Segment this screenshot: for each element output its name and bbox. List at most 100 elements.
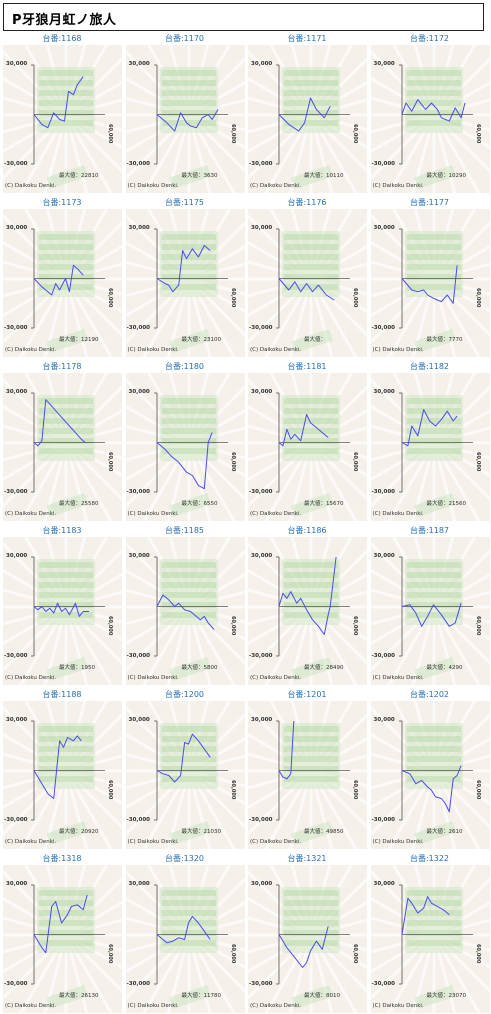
slump-graph-panel[interactable]: 30,000 -30,000 60,000 最大値：10110 (C) Daikoku … — [248, 45, 367, 193]
machine-number-link[interactable]: 台番:1201 — [287, 690, 327, 699]
machine-number-link[interactable]: 台番:1187 — [409, 526, 450, 535]
slump-graph-panel[interactable]: 30,000 -30,000 60,000 最大値：11780 (C) Daikoku … — [125, 865, 245, 1013]
copyright-text: (C) Daikoku Denki. — [372, 511, 424, 517]
max-value-prefix: 最大値： — [304, 993, 327, 999]
machine-cell[interactable]: 台番:1171 30,000 -30,000 60,000 最大値：10110 (C) D… — [247, 33, 367, 194]
slump-graph-panel[interactable]: 30,000 -30,000 60,000 最大値：23100 (C) Daikoku … — [125, 209, 245, 357]
background-art-stripe — [161, 80, 216, 86]
slump-graph-panel[interactable]: 30,000 -30,000 60,000 最大値：26130 (C) Daikoku … — [3, 865, 122, 1013]
slump-graph-panel[interactable]: 30,000 -30,000 60,000 最大値： (C) Daikoku Denki… — [248, 209, 367, 357]
slump-line — [156, 245, 211, 293]
machine-cell[interactable]: 台番:1170 30,000 -30,000 60,000 最大値：3630 (C) Da… — [125, 33, 245, 194]
machine-cell[interactable]: 台番:1178 30,000 -30,000 60,000 最大値：25580 (C) D… — [2, 361, 122, 522]
slump-graph-panel[interactable]: 30,000 -30,000 60,000 最大値：10290 (C) Daikoku … — [370, 45, 490, 193]
slump-graph-panel[interactable]: 30,000 -30,000 60,000 最大値：1950 (C) Daikoku D… — [3, 537, 122, 685]
machine-cell[interactable]: 台番:1201 30,000 -30,000 60,000 最大値：49850 (C) D… — [247, 689, 367, 850]
slump-graph-panel[interactable]: 30,000 -30,000 60,000 最大値：21030 (C) Daikoku … — [125, 701, 245, 849]
max-value-number: 8010 — [326, 993, 341, 999]
x-axis-right-label: 60,000 — [229, 123, 236, 143]
y-axis-bottom-label: -30,000 — [249, 325, 273, 331]
slump-graph-panel[interactable]: 30,000 -30,000 60,000 最大値：7770 (C) Daikoku D… — [370, 209, 490, 357]
machine-number-link[interactable]: 台番:1173 — [42, 198, 82, 207]
machine-cell[interactable]: 台番:1180 30,000 -30,000 60,000 最大値：6550 (C) Da… — [125, 361, 245, 522]
background-art-stripe — [284, 110, 338, 116]
slump-graph-svg — [125, 373, 245, 521]
machine-number-link[interactable]: 台番:1182 — [409, 362, 450, 371]
machine-cell[interactable]: 台番:1188 30,000 -30,000 60,000 最大値：20920 (C) D… — [2, 689, 122, 850]
machine-number-link[interactable]: 台番:1322 — [409, 854, 450, 863]
max-value-prefix: 最大値： — [59, 665, 82, 671]
copyright-text: (C) Daikoku Denki. — [127, 183, 179, 189]
background-art-stripe — [284, 726, 338, 732]
machine-cell[interactable]: 台番:1318 30,000 -30,000 60,000 最大値：26130 (C) D… — [2, 853, 122, 1014]
machine-cell[interactable]: 台番:1200 30,000 -30,000 60,000 最大値：21030 (C) D… — [125, 689, 245, 850]
machine-cell[interactable]: 台番:1175 30,000 -30,000 60,000 最大値：23100 (C) D… — [125, 197, 245, 358]
machine-number-link[interactable]: 台番:1321 — [287, 854, 327, 863]
slump-graph-panel[interactable]: 30,000 -30,000 60,000 最大値：2610 (C) Daikoku D… — [370, 701, 490, 849]
machine-number-link[interactable]: 台番:1185 — [164, 526, 205, 535]
background-art-stripe — [161, 900, 216, 906]
machine-number-link[interactable]: 台番:1168 — [42, 34, 82, 43]
slump-graph-panel[interactable]: 30,000 -30,000 60,000 最大値：28490 (C) Daikoku … — [248, 537, 367, 685]
machine-number-link[interactable]: 台番:1171 — [287, 34, 327, 43]
slump-graph-panel[interactable]: 30,000 -30,000 60,000 最大値：21560 (C) Daikoku … — [370, 373, 490, 521]
machine-cell[interactable]: 台番:1176 30,000 -30,000 60,000 最大値： (C) Daikok… — [247, 197, 367, 358]
machine-cell[interactable]: 台番:1181 30,000 -30,000 60,000 最大値：15670 (C) D… — [247, 361, 367, 522]
background-art-stripe — [161, 438, 216, 444]
machine-number-link[interactable]: 台番:1170 — [164, 34, 205, 43]
slump-graph-svg — [248, 865, 367, 1013]
background-art-stripe — [284, 582, 338, 588]
slump-graph-svg — [3, 45, 122, 193]
slump-graph-panel[interactable]: 30,000 -30,000 60,000 最大値：8010 (C) Daikoku D… — [248, 865, 367, 1013]
machine-cell[interactable]: 台番:1322 30,000 -30,000 60,000 最大値：23070 (C) D… — [370, 853, 490, 1014]
background-art-lower — [291, 657, 333, 681]
slump-graph-svg — [370, 701, 490, 849]
slump-line — [156, 733, 211, 783]
machine-cell[interactable]: 台番:1202 30,000 -30,000 60,000 最大値：2610 (C) Da… — [370, 689, 490, 850]
machine-cell[interactable]: 台番:1168 30,000 -30,000 60,000 最大値：22810 (C) D… — [2, 33, 122, 194]
slump-graph-panel[interactable]: 30,000 -30,000 60,000 最大値：5800 (C) Daikoku D… — [125, 537, 245, 685]
machine-number-link[interactable]: 台番:1200 — [164, 690, 205, 699]
slump-graph-svg — [248, 537, 367, 685]
machine-number-link[interactable]: 台番:1177 — [409, 198, 450, 207]
machine-number-link[interactable]: 台番:1180 — [164, 362, 205, 371]
slump-graph-panel[interactable]: 30,000 -30,000 60,000 最大値：20920 (C) Daikoku … — [3, 701, 122, 849]
machine-cell[interactable]: 台番:1321 30,000 -30,000 60,000 最大値：8010 (C) Da… — [247, 853, 367, 1014]
machine-number-link[interactable]: 台番:1178 — [42, 362, 82, 371]
copyright-text: (C) Daikoku Denki. — [250, 1003, 302, 1009]
max-value-number: 1950 — [81, 665, 96, 671]
max-value-prefix: 最大値： — [181, 829, 204, 835]
background-art-stripe — [406, 726, 461, 732]
machine-cell[interactable]: 台番:1185 30,000 -30,000 60,000 最大値：5800 (C) Da… — [125, 525, 245, 686]
slump-graph-panel[interactable]: 30,000 -30,000 60,000 最大値：49850 (C) Daikoku … — [248, 701, 367, 849]
machine-number-link[interactable]: 台番:1175 — [164, 198, 205, 207]
machine-cell[interactable]: 台番:1320 30,000 -30,000 60,000 最大値：11780 (C) D… — [125, 853, 245, 1014]
machine-number-link[interactable]: 台番:1176 — [287, 198, 327, 207]
machine-cell[interactable]: 台番:1183 30,000 -30,000 60,000 最大値：1950 (C) Da… — [2, 525, 122, 686]
machine-number-link[interactable]: 台番:1186 — [287, 526, 327, 535]
machine-number-link[interactable]: 台番:1181 — [287, 362, 327, 371]
slump-graph-panel[interactable]: 30,000 -30,000 60,000 最大値：23070 (C) Daikoku … — [370, 865, 490, 1013]
machine-number-link[interactable]: 台番:1202 — [409, 690, 450, 699]
machine-number-link[interactable]: 台番:1318 — [42, 854, 82, 863]
slump-graph-panel[interactable]: 30,000 -30,000 60,000 最大値：25580 (C) Daikoku … — [3, 373, 122, 521]
machine-number-link[interactable]: 台番:1320 — [164, 854, 205, 863]
background-art-lower — [413, 329, 456, 353]
machine-cell[interactable]: 台番:1182 30,000 -30,000 60,000 最大値：21560 (C) D… — [370, 361, 490, 522]
slump-graph-panel[interactable]: 30,000 -30,000 60,000 最大値：6550 (C) Daikoku D… — [125, 373, 245, 521]
background-art-stripe — [284, 70, 338, 76]
slump-graph-panel[interactable]: 30,000 -30,000 60,000 最大値：4290 (C) Daikoku D… — [370, 537, 490, 685]
machine-number-link[interactable]: 台番:1183 — [42, 526, 82, 535]
machine-cell[interactable]: 台番:1187 30,000 -30,000 60,000 最大値：4290 (C) Da… — [370, 525, 490, 686]
slump-graph-panel[interactable]: 30,000 -30,000 60,000 最大値：15670 (C) Daikoku … — [248, 373, 367, 521]
machine-number-link[interactable]: 台番:1172 — [409, 34, 450, 43]
machine-cell[interactable]: 台番:1173 30,000 -30,000 60,000 最大値：12190 (C) D… — [2, 197, 122, 358]
machine-cell[interactable]: 台番:1177 30,000 -30,000 60,000 最大値：7770 (C) Da… — [370, 197, 490, 358]
machine-cell[interactable]: 台番:1172 30,000 -30,000 60,000 最大値：10290 (C) D… — [370, 33, 490, 194]
background-art-stripe — [406, 80, 461, 86]
slump-graph-panel[interactable]: 30,000 -30,000 60,000 最大値：22810 (C) Daikoku … — [3, 45, 122, 193]
machine-number-link[interactable]: 台番:1188 — [42, 690, 82, 699]
slump-graph-panel[interactable]: 30,000 -30,000 60,000 最大値：12190 (C) Daikoku … — [3, 209, 122, 357]
machine-cell[interactable]: 台番:1186 30,000 -30,000 60,000 最大値：28490 (C) D… — [247, 525, 367, 686]
slump-graph-panel[interactable]: 30,000 -30,000 60,000 最大値：3630 (C) Daikoku D… — [125, 45, 245, 193]
